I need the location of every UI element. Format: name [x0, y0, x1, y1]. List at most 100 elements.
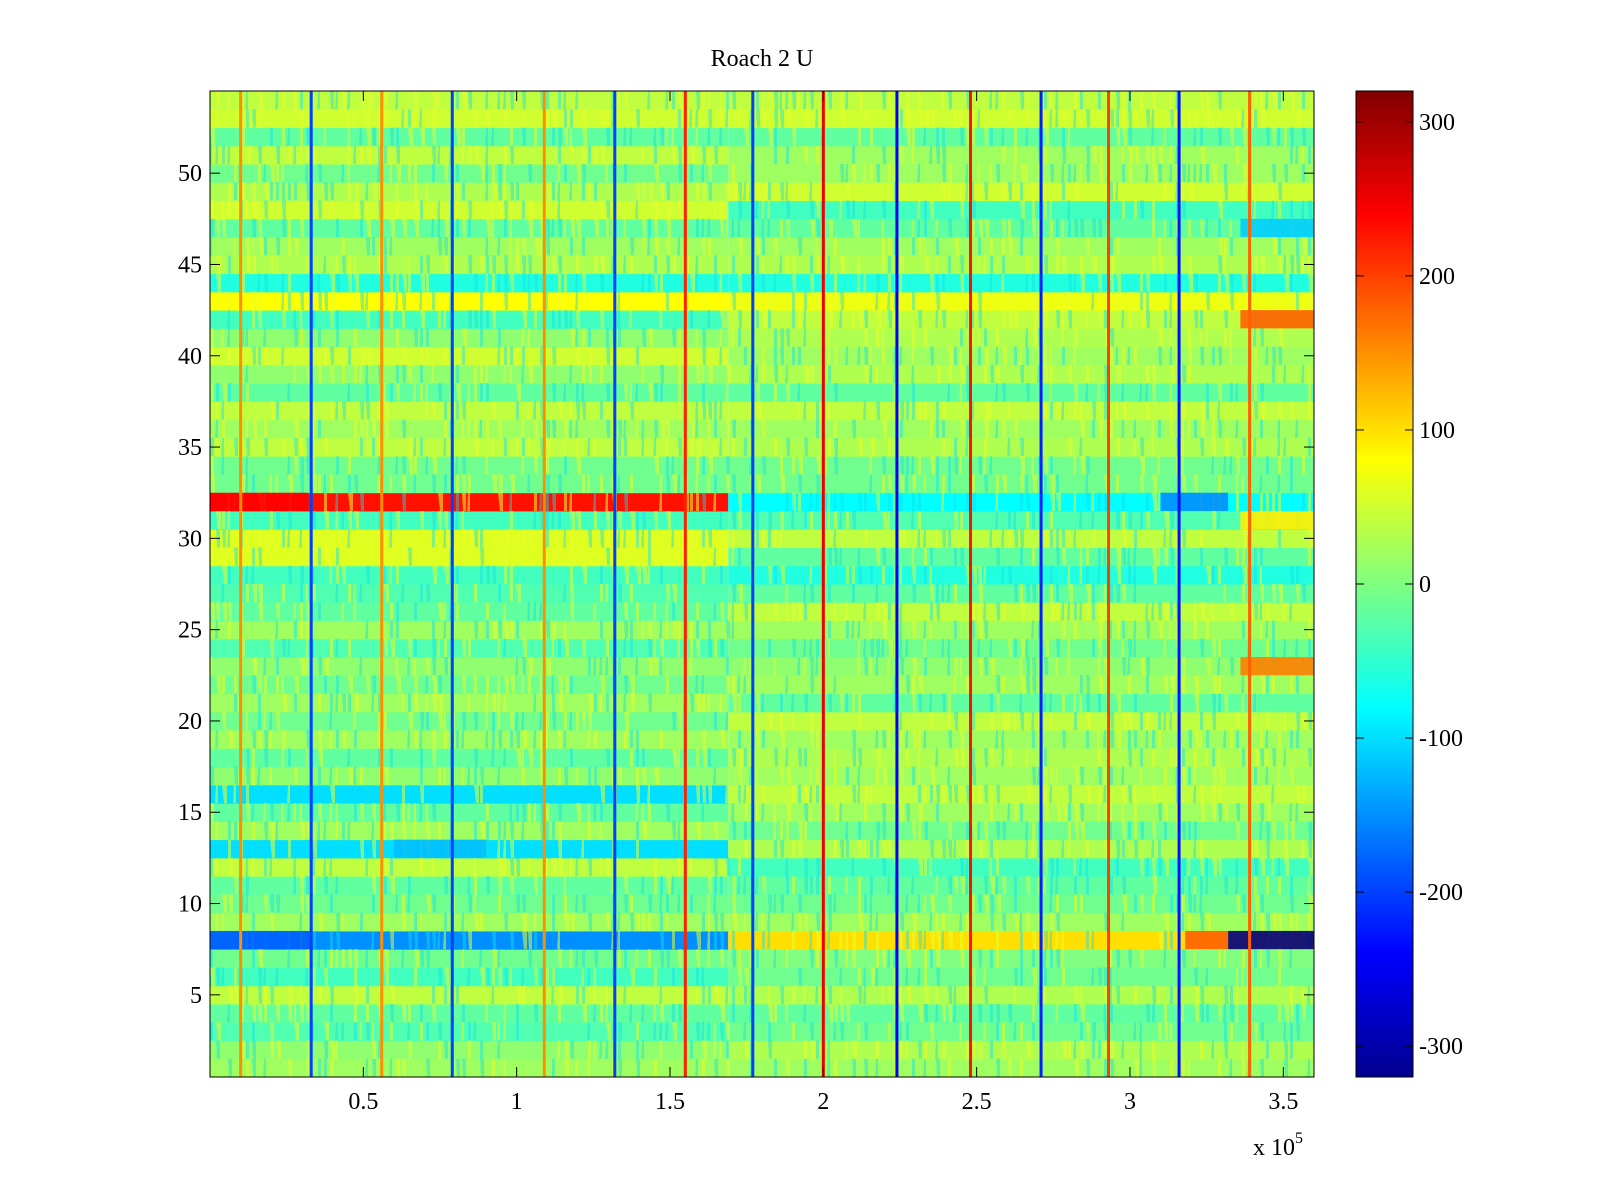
x-tick-label: 3.5 [1268, 1089, 1298, 1115]
heatmap-texture-dark [215, 730, 1299, 749]
heatmap-texture-dark [246, 748, 1312, 767]
heatmap-vertical-stripe [239, 91, 243, 1077]
x-axis-ticks: 0.5 1 1.5 2 2.5 3 3.5 [348, 91, 1298, 1115]
heatmap-texture-light [228, 839, 1304, 858]
x-exponent-power: 5 [1295, 1130, 1303, 1147]
x-tick-label: 0.5 [348, 1089, 378, 1115]
heatmap-texture-dark [234, 547, 1263, 566]
heatmap-row-band [210, 510, 729, 530]
heatmap-texture-dark [263, 657, 1304, 676]
heatmap-texture-light [228, 985, 1304, 1004]
y-tick-label: 45 [178, 252, 202, 278]
heatmap-row-band [210, 456, 729, 475]
heatmap-row-band [728, 894, 1314, 914]
heatmap-texture-dark [270, 127, 1306, 146]
heatmap-row-band [728, 839, 1314, 859]
heatmap-row-band [210, 766, 729, 786]
plot-frame [209, 90, 1315, 1078]
heatmap-texture-dark [228, 255, 1300, 274]
heatmap-row-band [210, 364, 729, 384]
x-tick-label: 1.5 [655, 1089, 685, 1115]
heatmap-texture-dark [234, 182, 1282, 201]
heatmap-row-band [728, 711, 1314, 731]
heatmap-row-band [728, 930, 1314, 950]
heatmap-texture-dark [228, 565, 1299, 584]
heatmap-row-band [728, 1040, 1314, 1060]
heatmap-vertical-stripes [239, 91, 1252, 1077]
heatmap-texture-light [210, 803, 1271, 822]
heatmap-texture-light [222, 419, 1215, 438]
heatmap-block [1160, 492, 1229, 511]
heatmap-row-band [728, 182, 1314, 202]
heatmap-texture-dark [251, 803, 1298, 822]
heatmap-row-band [210, 1022, 729, 1041]
heatmap-block [210, 930, 312, 950]
heatmap-row-band [210, 784, 729, 804]
heatmap-row-band [210, 200, 729, 220]
heatmap-row-band [728, 949, 1314, 968]
colorbar-tick-label: 0 [1419, 572, 1431, 598]
x-tick-label: 3 [1124, 1089, 1136, 1115]
heatmap-texture-light [216, 675, 1293, 694]
heatmap-texture-dark [227, 310, 1257, 329]
heatmap-texture-dark [252, 912, 1270, 931]
heatmap-texture-dark [221, 584, 1306, 603]
y-tick-label: 15 [178, 800, 202, 826]
heatmap-texture-dark [240, 894, 1294, 913]
heatmap-vertical-stripe [821, 91, 825, 1077]
heatmap-block [1240, 310, 1314, 329]
heatmap-texture-dark [216, 529, 1281, 548]
heatmap-block [394, 839, 486, 858]
heatmap-texture-dark [263, 164, 1305, 183]
heatmap-row-band [728, 273, 1314, 293]
x-tick-label: 2.5 [962, 1089, 992, 1115]
y-tick-label: 25 [178, 618, 202, 644]
x-tick-label: 1 [511, 1089, 523, 1115]
heatmap-block [1240, 218, 1314, 238]
heatmap-texture-light [210, 474, 1244, 493]
heatmap-blocks [210, 218, 1314, 950]
heatmap-texture-dark [216, 839, 1312, 858]
heatmap-row-band [210, 912, 729, 932]
heatmap-row-band [728, 565, 1314, 585]
heatmap-row-band [210, 1058, 729, 1077]
heatmap-row-band [728, 255, 1314, 275]
y-axis-ticks: 5 10 15 20 25 30 35 40 45 50 [178, 161, 1314, 1009]
heatmap-row-band [728, 821, 1314, 841]
heatmap-row-band [728, 784, 1314, 804]
colorbar-tick-label: -100 [1419, 726, 1463, 752]
heatmap-row-band [210, 711, 729, 731]
heatmap-row-band [728, 401, 1314, 421]
heatmap-texture-light [215, 784, 1305, 804]
heatmap-texture-dark [210, 145, 1311, 165]
heatmap-vertical-stripe [1248, 91, 1252, 1077]
heatmap-texture-light [215, 912, 1311, 931]
heatmap-texture-light [246, 584, 1300, 603]
heatmap-row-band [210, 748, 729, 768]
heatmap-texture-dark [240, 200, 1312, 219]
heatmap-row-band [728, 237, 1314, 256]
heatmap-row-band [728, 985, 1314, 1005]
heatmap-row-band [210, 657, 729, 676]
heatmap-texture-light [210, 967, 1281, 986]
heatmap-vertical-stripe [309, 91, 313, 1077]
heatmap-row-band [728, 218, 1314, 238]
heatmap-row-band [210, 602, 729, 622]
heatmap-vertical-stripe [380, 91, 384, 1077]
heatmap-texture-dark [210, 766, 1268, 785]
heatmap-row-band [210, 675, 729, 695]
colorbar-tick-label: -300 [1419, 1034, 1463, 1060]
heatmap-row-band [210, 857, 729, 877]
heatmap-row-band [210, 620, 729, 640]
heatmap-texture-light [215, 821, 1295, 840]
heatmap-row-band [728, 364, 1314, 384]
heatmap-row-band [210, 894, 729, 914]
heatmap-row-band [728, 1003, 1314, 1023]
heatmap-row-band [728, 109, 1314, 129]
heatmap-texture-light [216, 291, 1312, 311]
heatmap-block [1185, 930, 1229, 950]
heatmap-row-bands [210, 91, 1314, 1077]
heatmap-row-band [210, 310, 729, 329]
heatmap-row-band [210, 949, 729, 968]
